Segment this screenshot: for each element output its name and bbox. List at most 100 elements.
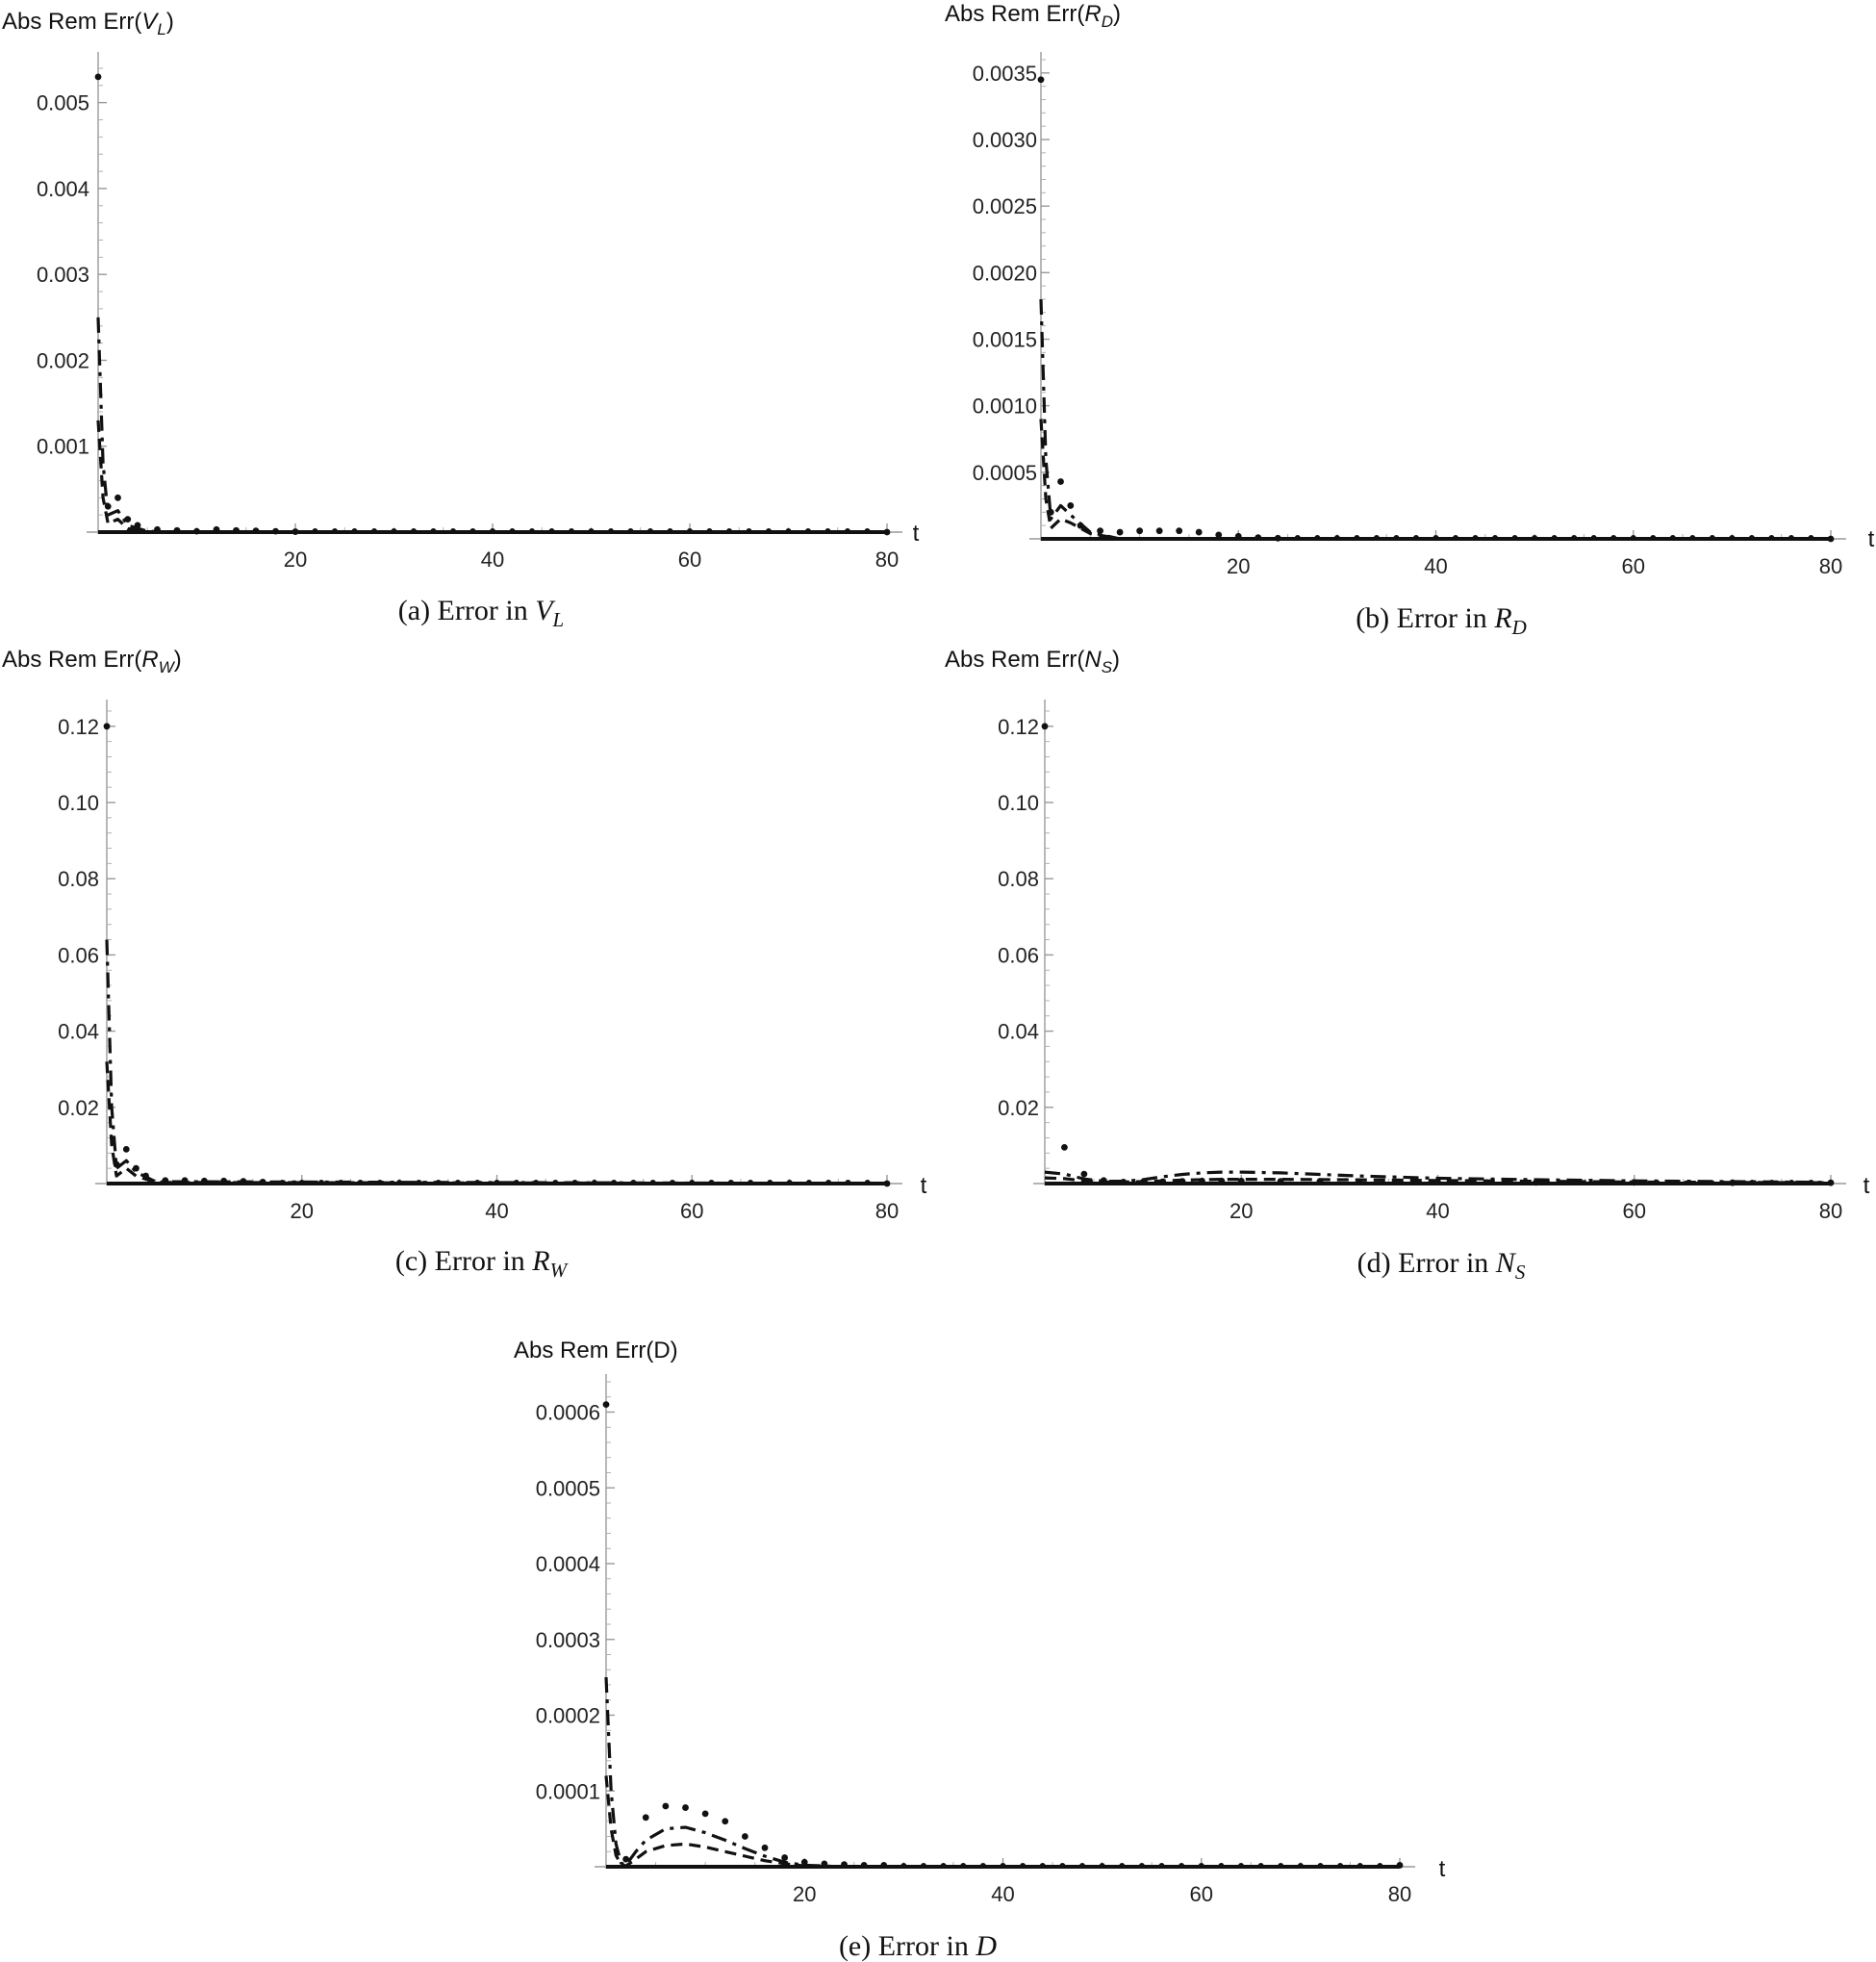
y-tick-label: 0.04 [998,1020,1039,1044]
x-tick-label: 20 [793,1882,816,1906]
y-tick-label: 0.06 [998,943,1039,967]
y-tick-label: 0.02 [998,1096,1039,1120]
x-tick-label: 40 [1426,1199,1449,1223]
x-tick-label: 60 [1622,554,1645,578]
series-dotted-point [94,73,102,81]
x-axis-label: t [1863,1173,1870,1199]
series-dashed-line [1039,419,1831,541]
y-tick-label: 0.0003 [536,1628,600,1652]
series-dotted-point [1067,502,1075,509]
y-tick-label: 0.02 [58,1096,99,1120]
y-tick-label: 0.0010 [973,395,1037,419]
x-axis-label: t [913,521,920,547]
series-dotted-point [701,1810,709,1818]
y-tick-label: 0.08 [58,867,99,891]
panel-caption: (c) Error in RW [395,1245,570,1282]
series-dashed-line [96,420,887,534]
series-dotted-point [1116,528,1124,536]
series-dotted-point [114,494,121,501]
series-dash-dot-line [1039,298,1831,541]
y-tick-label: 0.0004 [536,1552,600,1576]
x-tick-label: 80 [1388,1882,1411,1906]
series-dotted-point [1080,1170,1088,1178]
x-tick-label: 40 [1424,554,1447,578]
panel-a: 20 40 60 80 0.001 0.002 0.003 0.004 0.005 Abs Rem… [2,9,920,631]
series-dotted-point [1057,478,1064,485]
series-dotted-point [781,1854,789,1861]
series-dash-dot-line [96,317,887,534]
series-dotted-point [1215,531,1223,539]
series-dotted-point [1061,1143,1068,1151]
y-tick-label: 0.004 [37,177,89,201]
x-tick-label: 80 [875,1199,899,1223]
y-tick-label: 0.003 [37,263,89,287]
series-dotted-point [1195,528,1203,536]
y-tick-label: 0.0005 [973,461,1037,485]
x-axis-label: t [1439,1856,1446,1882]
y-tick-label: 0.10 [998,791,1039,815]
y-tick-label: 0.0005 [536,1476,600,1500]
panel-caption: (a) Error in VL [398,595,564,631]
series-dotted-point [1041,723,1049,730]
panel-e: 20 40 60 80 0.0001 0.0002 0.0003 0.0004 0.0005 0.… [514,1338,1446,1962]
y-tick-label: 0.002 [37,348,89,372]
y-axis-label: Abs Rem Err(RD) [945,1,1121,31]
y-tick-label: 0.12 [58,715,99,739]
y-tick-label: 0.08 [998,867,1039,891]
y-axis-label: Abs Rem Err(VL) [2,9,174,38]
panel-b: 20 40 60 80 0.0005 0.0010 0.0015 0.0020 0.0025 0.… [945,1,1875,639]
x-tick-label: 40 [485,1199,508,1223]
y-tick-label: 0.0002 [536,1704,600,1728]
y-tick-label: 0.12 [998,715,1039,739]
y-tick-label: 0.0006 [536,1401,600,1425]
y-axis-label: Abs Rem Err(D) [514,1338,678,1363]
panel-caption: (b) Error in RD [1356,602,1527,639]
series-dotted-point [602,1401,610,1409]
series-dotted-point [1176,527,1183,535]
series-dotted-point [1037,76,1045,84]
x-tick-label: 80 [1819,554,1842,578]
y-tick-label: 0.0020 [973,261,1037,285]
y-tick-label: 0.10 [58,791,99,815]
x-tick-label: 20 [1230,1199,1253,1223]
series-dotted-point [1155,527,1163,535]
series-dotted-point [122,1145,130,1153]
series-dash-dot-line [604,1677,1400,1869]
series-dash-dot-line [105,939,888,1185]
y-tick-label: 0.04 [58,1020,99,1044]
y-tick-label: 0.0030 [973,128,1037,152]
series-dotted-point [682,1804,689,1811]
x-axis-label: t [1868,526,1875,552]
y-tick-label: 0.0001 [536,1779,600,1803]
y-axis-label: Abs Rem Err(RW) [2,647,182,676]
series-dotted-point [722,1818,729,1825]
series-dotted-point [662,1802,670,1810]
y-tick-label: 0.0035 [973,62,1037,86]
series-dotted-point [103,723,111,730]
series-dotted-point [1136,527,1144,535]
y-tick-label: 0.0025 [973,194,1037,218]
x-tick-label: 20 [1227,554,1250,578]
y-tick-label: 0.005 [37,91,89,115]
y-axis-label: Abs Rem Err(NS) [945,647,1120,676]
y-tick-label: 0.06 [58,943,99,967]
x-tick-label: 40 [991,1882,1014,1906]
series-dotted-point [642,1814,649,1822]
x-tick-label: 20 [284,548,307,572]
series-dash-dot-line [1044,1170,1832,1185]
x-tick-label: 60 [680,1199,703,1223]
y-tick-label: 0.001 [37,435,89,459]
series-dotted-point [741,1833,748,1840]
panel-caption: (e) Error in D [839,1930,997,1962]
x-tick-label: 20 [291,1199,314,1223]
series-dashed-line [105,1061,888,1185]
x-tick-label: 60 [678,548,701,572]
x-tick-label: 80 [875,548,899,572]
x-tick-label: 40 [481,548,504,572]
x-axis-label: t [921,1173,927,1199]
x-tick-label: 80 [1819,1199,1842,1223]
panel-d: 20 40 60 80 0.02 0.04 0.06 0.08 0.10 0.12 Abs Rem … [945,647,1870,1284]
y-tick-label: 0.0015 [973,328,1037,352]
x-tick-label: 60 [1623,1199,1646,1223]
